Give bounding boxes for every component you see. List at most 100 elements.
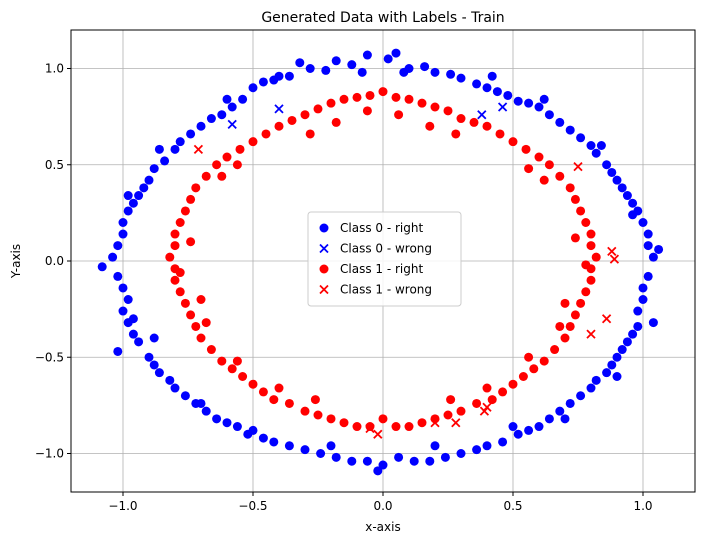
circle-point-series-2 bbox=[206, 345, 216, 355]
x-point-series-3 bbox=[573, 162, 583, 172]
circle-point-series-0 bbox=[420, 62, 430, 72]
circle-point-series-2 bbox=[191, 183, 201, 193]
circle-point-series-0 bbox=[430, 67, 440, 77]
circle-point-series-0 bbox=[534, 422, 544, 432]
circle-point-series-0 bbox=[482, 441, 492, 451]
legend-marker-2 bbox=[319, 264, 329, 274]
circle-point-series-0 bbox=[347, 60, 357, 70]
circle-point-series-0 bbox=[643, 241, 653, 251]
circle-point-series-0 bbox=[123, 295, 133, 304]
y-tick-label: −1.0 bbox=[35, 447, 64, 461]
circle-point-series-0 bbox=[128, 329, 138, 339]
circle-point-series-0 bbox=[238, 94, 248, 104]
circle-point-series-0 bbox=[482, 83, 492, 93]
circle-point-series-2 bbox=[326, 98, 336, 108]
circle-point-series-0 bbox=[305, 64, 315, 73]
circle-point-series-0 bbox=[154, 368, 164, 378]
circle-point-series-2 bbox=[555, 321, 565, 331]
x-point-series-1 bbox=[477, 110, 487, 120]
circle-point-series-2 bbox=[235, 144, 245, 154]
circle-point-series-0 bbox=[274, 71, 284, 81]
circle-point-series-2 bbox=[378, 87, 388, 97]
circle-point-series-0 bbox=[622, 191, 632, 201]
circle-point-series-0 bbox=[399, 67, 409, 77]
circle-point-series-2 bbox=[248, 137, 258, 147]
circle-point-series-0 bbox=[628, 329, 638, 339]
circle-point-series-0 bbox=[648, 318, 658, 328]
circle-point-series-0 bbox=[638, 283, 648, 293]
circle-point-series-0 bbox=[331, 452, 341, 462]
circle-point-series-2 bbox=[238, 372, 248, 381]
circle-point-series-2 bbox=[261, 129, 271, 139]
circle-point-series-2 bbox=[170, 241, 180, 251]
circle-point-series-2 bbox=[175, 218, 185, 227]
circle-point-series-2 bbox=[524, 352, 534, 362]
circle-point-series-0 bbox=[513, 429, 523, 439]
circle-point-series-2 bbox=[175, 268, 185, 278]
circle-point-series-0 bbox=[576, 133, 586, 143]
circle-point-series-0 bbox=[560, 414, 570, 424]
circle-point-series-0 bbox=[612, 372, 622, 381]
circle-point-series-2 bbox=[581, 218, 591, 227]
x-point-series-1 bbox=[274, 104, 284, 114]
circle-point-series-2 bbox=[539, 175, 549, 185]
circle-point-series-0 bbox=[149, 164, 159, 174]
circle-point-series-0 bbox=[409, 456, 419, 466]
circle-point-series-2 bbox=[186, 237, 196, 247]
circle-point-series-2 bbox=[404, 94, 414, 104]
circle-point-series-0 bbox=[555, 117, 565, 127]
circle-point-series-2 bbox=[555, 171, 565, 181]
circle-point-series-0 bbox=[227, 102, 237, 112]
circle-point-series-2 bbox=[576, 206, 586, 216]
circle-point-series-0 bbox=[258, 77, 268, 87]
circle-point-series-2 bbox=[417, 98, 427, 108]
circle-point-series-2 bbox=[565, 321, 575, 331]
circle-point-series-2 bbox=[186, 310, 196, 320]
circle-point-series-0 bbox=[139, 183, 149, 193]
legend-label-3: Class 1 - wrong bbox=[340, 283, 432, 297]
x-point-series-3 bbox=[193, 144, 204, 154]
circle-point-series-0 bbox=[97, 262, 107, 272]
circle-point-series-0 bbox=[612, 175, 622, 185]
circle-point-series-2 bbox=[352, 92, 362, 102]
circle-point-series-2 bbox=[586, 275, 596, 285]
circle-point-series-0 bbox=[373, 466, 383, 476]
circle-point-series-0 bbox=[128, 314, 138, 324]
circle-point-series-2 bbox=[394, 110, 404, 120]
circle-point-series-0 bbox=[633, 321, 643, 331]
circle-point-series-2 bbox=[521, 144, 531, 154]
chart-title: Generated Data with Labels - Train bbox=[261, 10, 504, 26]
circle-point-series-2 bbox=[365, 90, 375, 100]
y-tick-label: −0.5 bbox=[35, 350, 64, 364]
circle-point-series-0 bbox=[602, 160, 612, 170]
circle-point-series-0 bbox=[269, 437, 279, 447]
y-tick-label: 1.0 bbox=[45, 62, 64, 76]
circle-point-series-2 bbox=[446, 395, 456, 405]
circle-point-series-0 bbox=[149, 333, 159, 343]
circle-point-series-2 bbox=[365, 422, 375, 432]
circle-point-series-0 bbox=[539, 94, 549, 104]
x-tick-label: 1.0 bbox=[633, 499, 652, 513]
circle-point-series-0 bbox=[149, 360, 159, 370]
circle-point-series-2 bbox=[391, 92, 401, 102]
circle-point-series-2 bbox=[518, 372, 528, 381]
circle-point-series-0 bbox=[534, 102, 544, 112]
legend-items: Class 0 - right Class 0 - wrong Class 1 - … bbox=[319, 221, 432, 297]
x-point-series-1 bbox=[497, 102, 508, 112]
circle-point-series-0 bbox=[586, 383, 596, 393]
circle-point-series-0 bbox=[456, 449, 466, 458]
circle-point-series-0 bbox=[391, 48, 401, 58]
circle-point-series-2 bbox=[508, 137, 518, 147]
circle-point-series-0 bbox=[425, 456, 435, 466]
circle-point-series-0 bbox=[643, 229, 653, 239]
circle-point-series-2 bbox=[274, 383, 284, 393]
circle-point-series-0 bbox=[118, 283, 128, 293]
circle-point-series-2 bbox=[544, 160, 554, 170]
circle-point-series-2 bbox=[378, 414, 388, 424]
circle-point-series-2 bbox=[430, 102, 440, 112]
circle-point-series-0 bbox=[440, 452, 450, 462]
circle-point-series-0 bbox=[144, 352, 154, 362]
circle-point-series-0 bbox=[144, 175, 154, 185]
circle-point-series-2 bbox=[165, 252, 175, 262]
circle-point-series-0 bbox=[206, 114, 216, 124]
